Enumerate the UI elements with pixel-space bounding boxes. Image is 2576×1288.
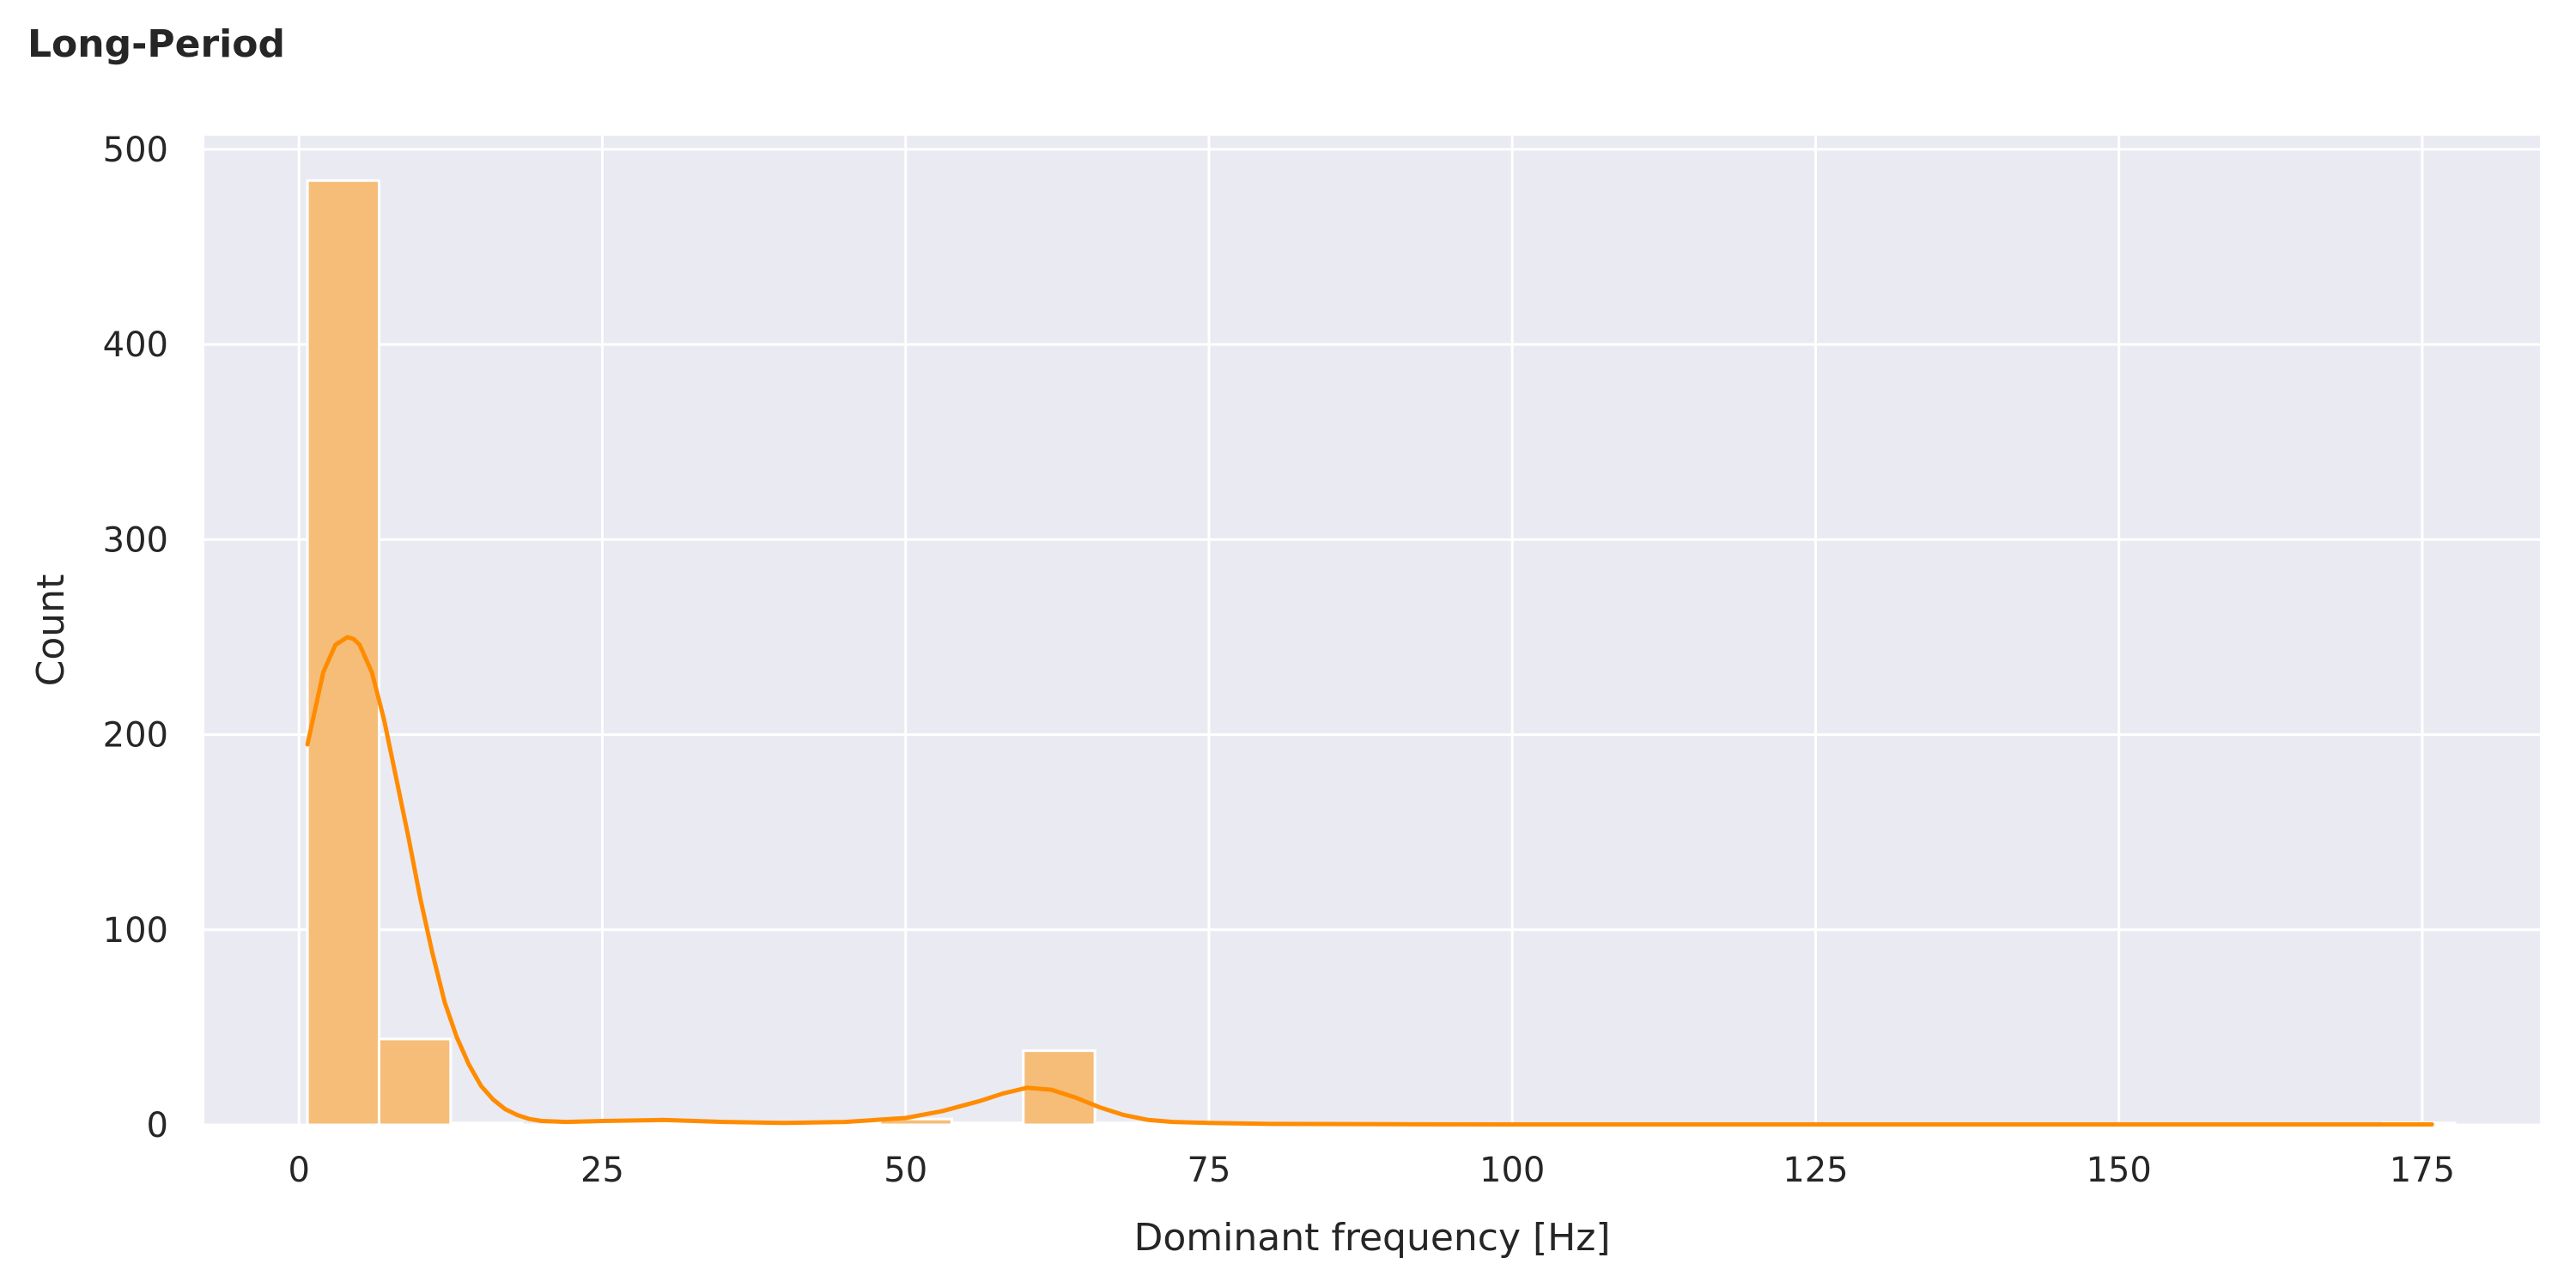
histogram-bar-2 <box>449 1121 524 1127</box>
x-tick-label: 125 <box>1783 1151 1848 1190</box>
chart-title: Long-Period <box>27 22 285 66</box>
x-tick-label: 50 <box>884 1151 927 1190</box>
histogram-bar-11 <box>1093 1121 1168 1127</box>
y-tick-label: 400 <box>103 325 168 365</box>
y-tick-label: 300 <box>103 520 168 560</box>
y-tick-label: 500 <box>103 131 168 170</box>
y-tick-label: 200 <box>103 716 168 756</box>
histogram-bar-0 <box>306 179 380 1127</box>
plot-area <box>204 136 2540 1125</box>
kde-line <box>305 635 2434 1127</box>
x-tick-label: 75 <box>1188 1151 1231 1190</box>
histogram-bar-4 <box>592 1121 667 1127</box>
x-tick-label: 25 <box>580 1151 624 1190</box>
x-tick-label: 100 <box>1479 1151 1545 1190</box>
grid-lines <box>204 136 2540 1127</box>
x-tick-label: 150 <box>2087 1151 2152 1190</box>
x-tick-label: 175 <box>2390 1151 2455 1190</box>
x-tick-label: 0 <box>288 1151 309 1190</box>
x-tick-labels: 0 25 50 75 100 125 150 175 <box>288 1151 2455 1190</box>
y-tick-label: 100 <box>103 911 168 951</box>
x-axis-label: Dominant frequency [Hz] <box>1133 1216 1610 1260</box>
y-tick-label: 0 <box>147 1106 168 1145</box>
y-axis-label: Count <box>29 574 73 687</box>
histogram-bar-9 <box>950 1121 1025 1127</box>
y-tick-labels: 0 100 200 300 400 500 <box>103 131 168 1145</box>
histogram-bar-1 <box>377 1037 453 1127</box>
